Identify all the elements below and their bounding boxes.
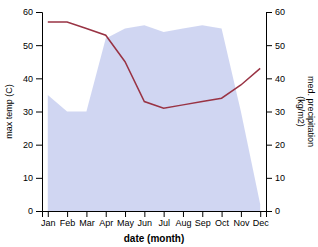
area — [48, 25, 260, 211]
tick-mark — [266, 112, 272, 113]
tick: 30 — [266, 107, 285, 117]
tick-mark — [241, 211, 242, 217]
tick-mark — [222, 211, 223, 217]
tick-label: Mar — [79, 218, 95, 228]
tick: 40 — [266, 74, 285, 84]
line — [48, 22, 260, 108]
tick-mark — [266, 45, 272, 46]
tick: 60 — [266, 7, 285, 17]
chart: 0 10 20 30 40 50 60 0 10 20 30 40 50 60 Jan FebMar Apr Ma… — [0, 0, 318, 247]
tick-label: 50 — [275, 41, 285, 51]
tick: Mar — [79, 211, 95, 228]
tick-mark — [266, 78, 272, 79]
tick-mark — [266, 178, 272, 179]
tick: 10 — [266, 173, 285, 183]
tick-mark — [36, 45, 42, 46]
tick-mark — [183, 211, 184, 217]
tick-label: 40 — [23, 74, 33, 84]
tick: Apr — [99, 211, 113, 228]
tick-label: 60 — [23, 7, 33, 17]
tick: Jul — [158, 211, 170, 228]
tick-mark — [48, 211, 49, 217]
axis-line — [267, 13, 273, 212]
tick: Oct — [215, 211, 230, 228]
marks — [48, 22, 260, 211]
tick-label: 0 — [275, 206, 280, 216]
tick: Sep — [195, 211, 211, 228]
tick: Dec — [253, 211, 270, 228]
tick-label: Apr — [99, 218, 113, 228]
plot: 0 10 20 30 40 50 60 0 10 20 30 40 50 60 Jan FebMar Apr Ma… — [23, 7, 285, 228]
tick-mark — [36, 12, 42, 13]
tick: 0 — [266, 206, 280, 216]
tick: 50 — [23, 41, 42, 51]
tick: May — [117, 211, 135, 228]
x-axis-title: date (month) — [124, 233, 185, 244]
tick-mark — [266, 145, 272, 146]
tick: Nov — [233, 211, 250, 228]
tick: 50 — [266, 41, 285, 51]
tick-mark — [86, 211, 87, 217]
y2-axis-title: med. precipitation(kg/m2) — [296, 76, 316, 147]
tick-label: 10 — [275, 173, 285, 183]
tick-label: 20 — [23, 140, 33, 150]
tick-label: Oct — [215, 218, 230, 228]
tick-label: Jun — [138, 218, 153, 228]
tick-label: Jul — [158, 218, 170, 228]
tick-mark — [67, 211, 68, 217]
tick: Feb — [60, 211, 76, 228]
tick: 30 — [23, 107, 42, 117]
tick: 60 — [23, 7, 42, 17]
tick-label: 10 — [23, 173, 33, 183]
tick-label: Aug — [175, 218, 191, 228]
tick-label: Jan — [41, 218, 56, 228]
tick-label: 30 — [275, 107, 285, 117]
y-axis: 0 10 20 30 40 50 60 — [23, 7, 43, 216]
x-axis: Jan FebMar Apr MayJun Jul Aug Sep OctNovDec — [41, 211, 269, 228]
tick-mark — [106, 211, 107, 217]
y2-axis: 0 10 20 30 40 50 60 — [266, 7, 285, 216]
tick-mark — [36, 112, 42, 113]
tick-mark — [36, 178, 42, 179]
tick-label: 40 — [275, 74, 285, 84]
tick: 40 — [23, 74, 42, 84]
tick-mark — [125, 211, 126, 217]
tick-label: Sep — [195, 218, 211, 228]
tick: 20 — [266, 140, 285, 150]
tick-label: 30 — [23, 107, 33, 117]
tick: 10 — [23, 173, 42, 183]
tick: Jun — [138, 211, 153, 228]
tick-label: 50 — [23, 41, 33, 51]
tick-mark — [202, 211, 203, 217]
tick-mark — [36, 211, 42, 212]
tick-mark — [144, 211, 145, 217]
tick-mark — [260, 211, 261, 217]
tick-mark — [266, 12, 272, 13]
tick-mark — [36, 145, 42, 146]
tick-label: 60 — [275, 7, 285, 17]
y-axis-title: max temp (C) — [4, 84, 14, 139]
tick-label: Nov — [233, 218, 250, 228]
tick: Aug — [175, 211, 191, 228]
tick-label: 0 — [28, 206, 33, 216]
tick-label: Feb — [60, 218, 76, 228]
tick: 20 — [23, 140, 42, 150]
tick: Jan — [41, 211, 56, 228]
axis-line — [43, 212, 267, 218]
tick-label: Dec — [253, 218, 270, 228]
tick-mark — [164, 211, 165, 217]
tick-label: May — [117, 218, 135, 228]
tick-label: 20 — [275, 140, 285, 150]
tick: 0 — [28, 206, 42, 216]
axis-line — [36, 13, 43, 212]
tick-mark — [36, 78, 42, 79]
